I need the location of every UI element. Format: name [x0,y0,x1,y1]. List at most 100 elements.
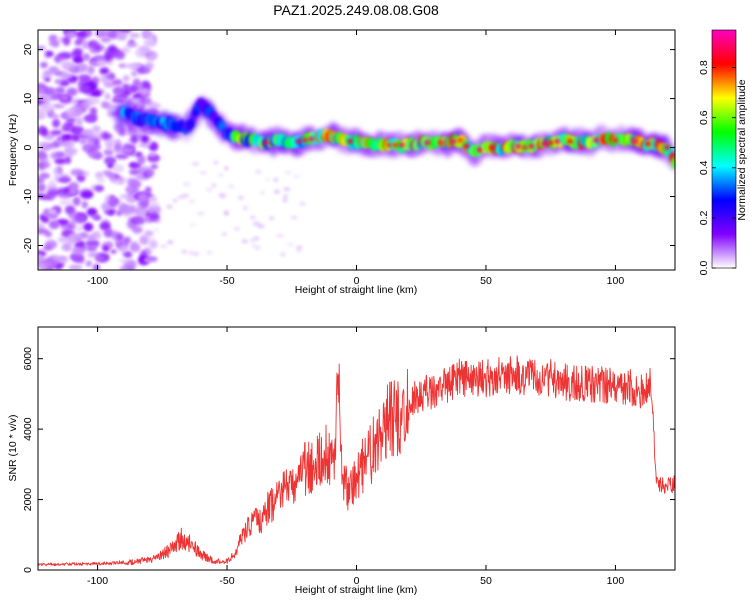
heatmap-cell [129,243,141,253]
heatmap-cell [149,201,160,208]
heatmap-cell [42,69,54,76]
heatmap-cell [50,152,62,160]
heatmap-cell [99,67,110,75]
heatmap-cell [70,168,84,177]
heatmap-cell [218,172,224,177]
heatmap-cell [166,204,174,209]
y-tick-label: 0 [22,567,34,573]
heatmap-cell [251,243,258,248]
heatmap-cell [252,221,261,226]
y-tick-label: 4000 [22,417,34,441]
heatmap-cell [80,129,94,138]
heatmap-cell [115,153,129,160]
heatmap-cell [125,42,139,48]
heatmap-cell [104,93,111,100]
heatmap-cell [63,122,74,127]
colorbar: 0.0 0.2 0.4 0.6 0.8 Normalized spectral ampl… [698,29,748,276]
heatmap-cell [128,64,139,71]
heatmap-cell [61,133,72,140]
snr-x-axis-label: Height of straight line (km) [295,584,418,596]
heatmap-cell [515,143,522,149]
heatmap-cell [139,96,152,105]
heatmap-cell [132,226,143,234]
heatmap-cell [38,88,46,95]
heatmap-cell [167,240,174,245]
y-tick-label: -20 [22,238,34,253]
heatmap-cell [121,149,133,154]
heatmap-cell [52,118,61,128]
heatmap-cell [49,220,60,229]
heatmap-cell [111,230,120,240]
heatmap-cell [118,258,129,263]
heatmap-cell [100,36,112,43]
heatmap-cell [99,221,111,231]
heatmap-cell [116,31,128,41]
heatmap-cell [59,59,69,67]
heatmap-cell [90,108,98,116]
heatmap-cell [65,31,77,39]
heatmap-cell [262,140,269,146]
heatmap-cell [153,218,162,223]
heatmap-cell [260,190,265,195]
heatmap-cell [38,141,50,148]
heatmap-cell [286,242,294,247]
snr-series-line [38,355,675,567]
heatmap-cell [74,31,88,37]
heatmap-cell [283,187,291,192]
heatmap-cell [112,86,125,96]
heatmap-cell [149,239,158,249]
colorbar-tick-label: 0.0 [698,261,710,276]
heatmap-cell [489,145,496,151]
heatmap-cell [241,239,249,244]
colorbar-tick-label: 0.8 [698,60,710,75]
heatmap-cell [38,108,47,116]
x-tick-label: -50 [219,575,234,587]
heatmap-cell [80,84,91,93]
heatmap-cell [82,53,90,61]
heatmap-cell [83,222,93,232]
heatmap-cell [44,77,51,82]
heatmap-cell [94,185,105,192]
heatmap-cell [150,164,158,170]
heatmap-cell [94,255,105,261]
heatmap-cell [265,177,270,182]
heatmap-cell [148,36,156,47]
heatmap-cell [81,99,95,105]
heatmap-cell [100,101,108,109]
heatmap-cell [105,173,114,178]
heatmap-cell [123,236,132,245]
heatmap-cell [119,194,129,199]
heatmap-cell [54,79,63,84]
heatmap-cell [143,216,150,223]
heatmap-cell [73,57,84,63]
heatmap-cell [146,171,154,176]
heatmap-cell [51,114,60,119]
heatmap-cell [66,87,78,97]
heatmap-cell [40,102,54,110]
heatmap-cell [269,216,275,221]
heatmap-cell [86,136,96,145]
heatmap-cell [95,60,106,67]
heatmap-cell [128,162,141,168]
heatmap-cell [136,154,146,165]
heatmap-cell [253,236,260,241]
heatmap-cell [199,170,207,175]
heatmap-cell [274,189,280,194]
heatmap-cell [95,171,104,179]
heatmap-cell [296,245,303,250]
heatmap-cell [80,190,94,199]
heatmap-cell [70,219,77,225]
heatmap-cell [96,30,107,37]
heatmap-cell [80,246,94,251]
heatmap-cell [276,233,284,238]
heatmap-cell [110,249,117,254]
snr-x-ticks: -100 -50 0 50 100 [87,327,624,587]
heatmap-cell [38,128,43,134]
heatmap-cell [644,141,651,147]
heatmap-cell [285,170,292,175]
heatmap-cell [119,244,129,254]
heatmap-cell [38,176,45,185]
heatmap-cell [52,103,65,109]
figure-title: PAZ1.2025.249.08.08.G08 [273,2,439,18]
